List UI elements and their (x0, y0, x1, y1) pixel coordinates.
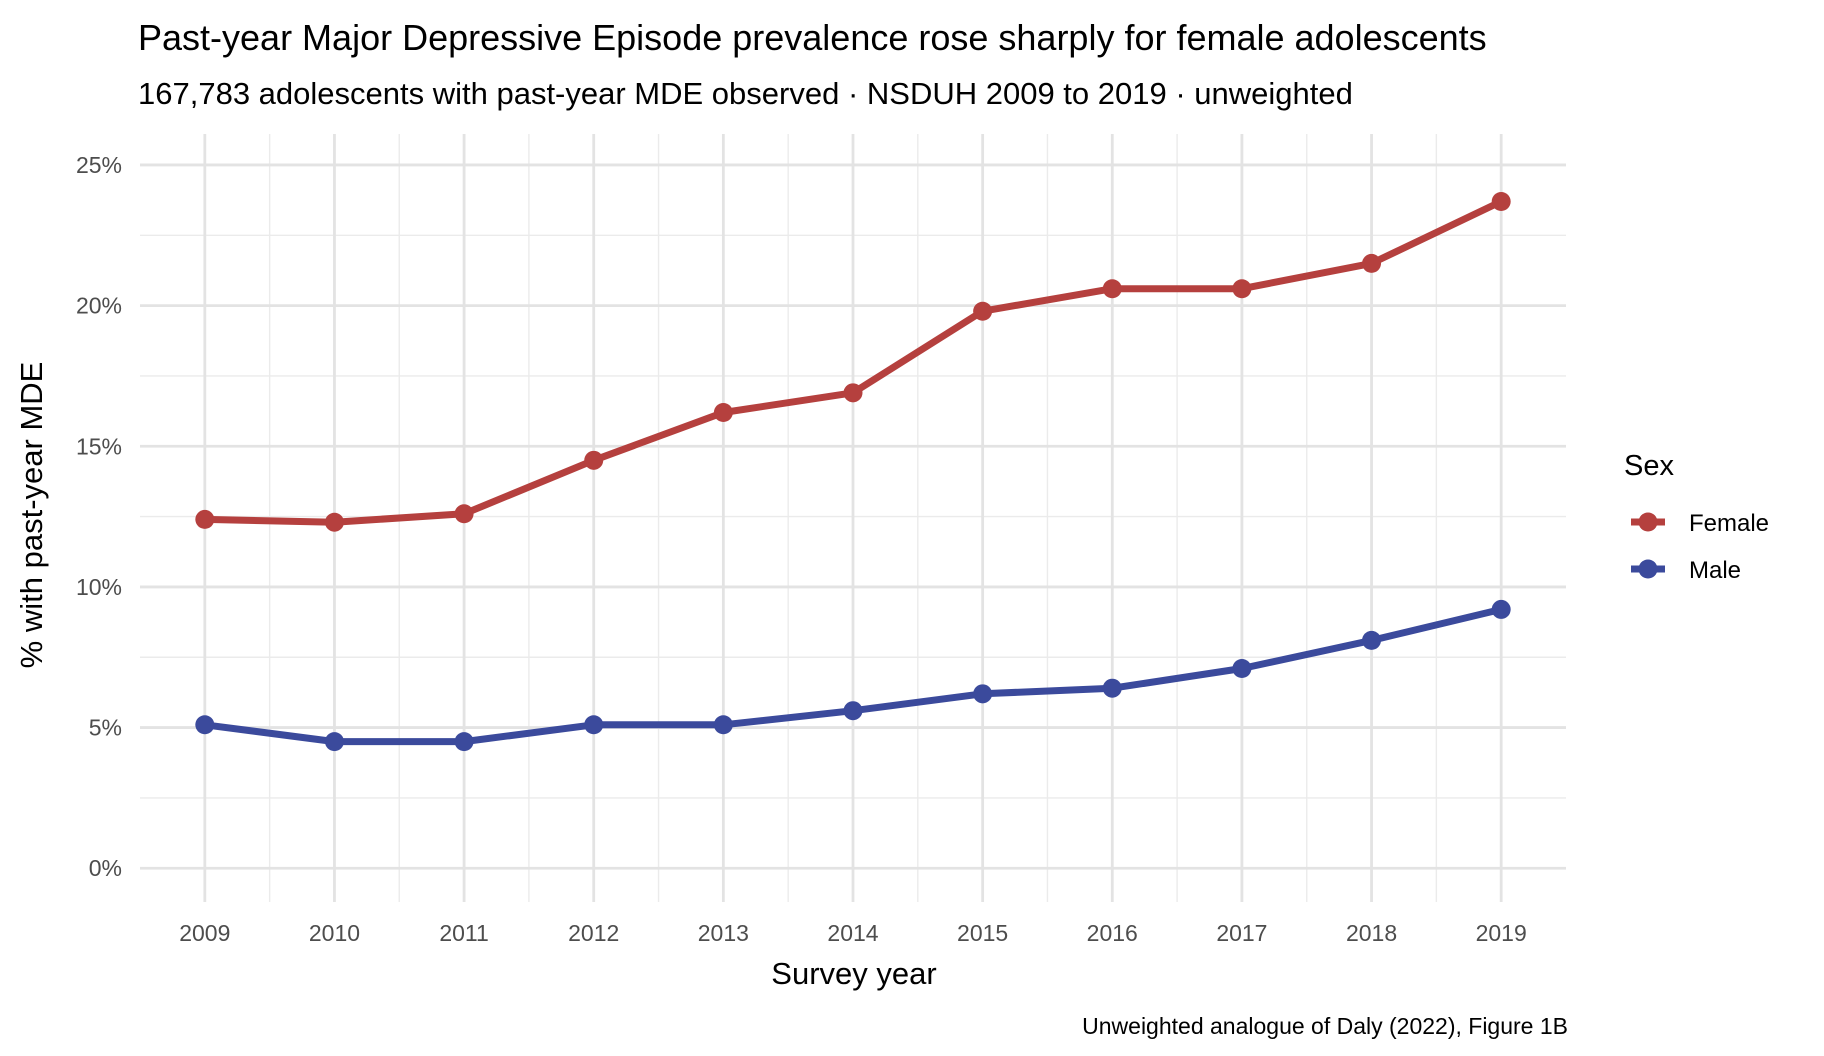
y-tick-label: 0% (89, 855, 122, 881)
data-point-female (1232, 279, 1252, 299)
legend-title: Sex (1624, 450, 1674, 482)
y-tick-label: 20% (76, 293, 122, 319)
data-point-male (324, 732, 344, 752)
x-tick-label: 2014 (827, 920, 878, 946)
data-point-female (973, 301, 993, 321)
y-axis-title: % with past-year MDE (14, 362, 49, 669)
x-tick-label: 2013 (698, 920, 749, 946)
x-axis-title: Survey year (771, 956, 936, 991)
gridlines (140, 134, 1566, 902)
data-point-female (843, 383, 863, 403)
x-tick-label: 2015 (957, 920, 1008, 946)
data-point-male (1232, 659, 1252, 679)
x-tick-label: 2018 (1346, 920, 1397, 946)
x-tick-label: 2011 (439, 920, 488, 946)
y-tick-label: 15% (76, 433, 122, 459)
data-point-female (713, 403, 733, 423)
x-tick-label: 2012 (568, 920, 619, 946)
data-point-male (454, 732, 474, 752)
chart-caption: Unweighted analogue of Daly (2022), Figu… (1082, 1013, 1568, 1039)
data-point-male (843, 701, 863, 721)
legend-label-male: Male (1689, 557, 1741, 584)
data-point-female (1491, 192, 1511, 212)
legend-key-point-female (1638, 512, 1658, 532)
data-point-male (1362, 630, 1382, 650)
data-point-female (195, 509, 215, 529)
data-point-female (324, 512, 344, 532)
x-tick-label: 2010 (309, 920, 360, 946)
data-point-male (1491, 599, 1511, 619)
y-axis-ticks: 0% 5% 10% 15% 20% 25% (76, 152, 122, 881)
legend-label-female: Female (1689, 510, 1769, 537)
x-tick-label: 2019 (1476, 920, 1527, 946)
data-point-male (973, 684, 993, 704)
data-point-female (1362, 253, 1382, 273)
legend-key-point-male (1638, 559, 1658, 579)
chart-subtitle: 167,783 adolescents with past-year MDE o… (138, 76, 1353, 111)
legend: Sex Female Male (1624, 450, 1769, 584)
data-point-male (195, 715, 215, 735)
y-tick-label: 10% (76, 574, 122, 600)
x-axis-ticks: 2009 2010 2011 2012 2013 2014 2015 2016 2017 2018… (179, 920, 1527, 946)
x-tick-label: 2016 (1087, 920, 1138, 946)
data-point-male (584, 715, 604, 735)
data-series (195, 192, 1511, 752)
y-tick-label: 5% (89, 715, 122, 741)
data-point-female (584, 450, 604, 470)
y-tick-label: 25% (76, 152, 122, 178)
data-point-female (1102, 279, 1122, 299)
x-tick-label: 2017 (1216, 920, 1267, 946)
data-point-male (713, 715, 733, 735)
chart-title: Past-year Major Depressive Episode preva… (138, 17, 1487, 58)
data-point-female (454, 504, 474, 524)
data-point-male (1102, 678, 1122, 698)
x-tick-label: 2009 (179, 920, 230, 946)
